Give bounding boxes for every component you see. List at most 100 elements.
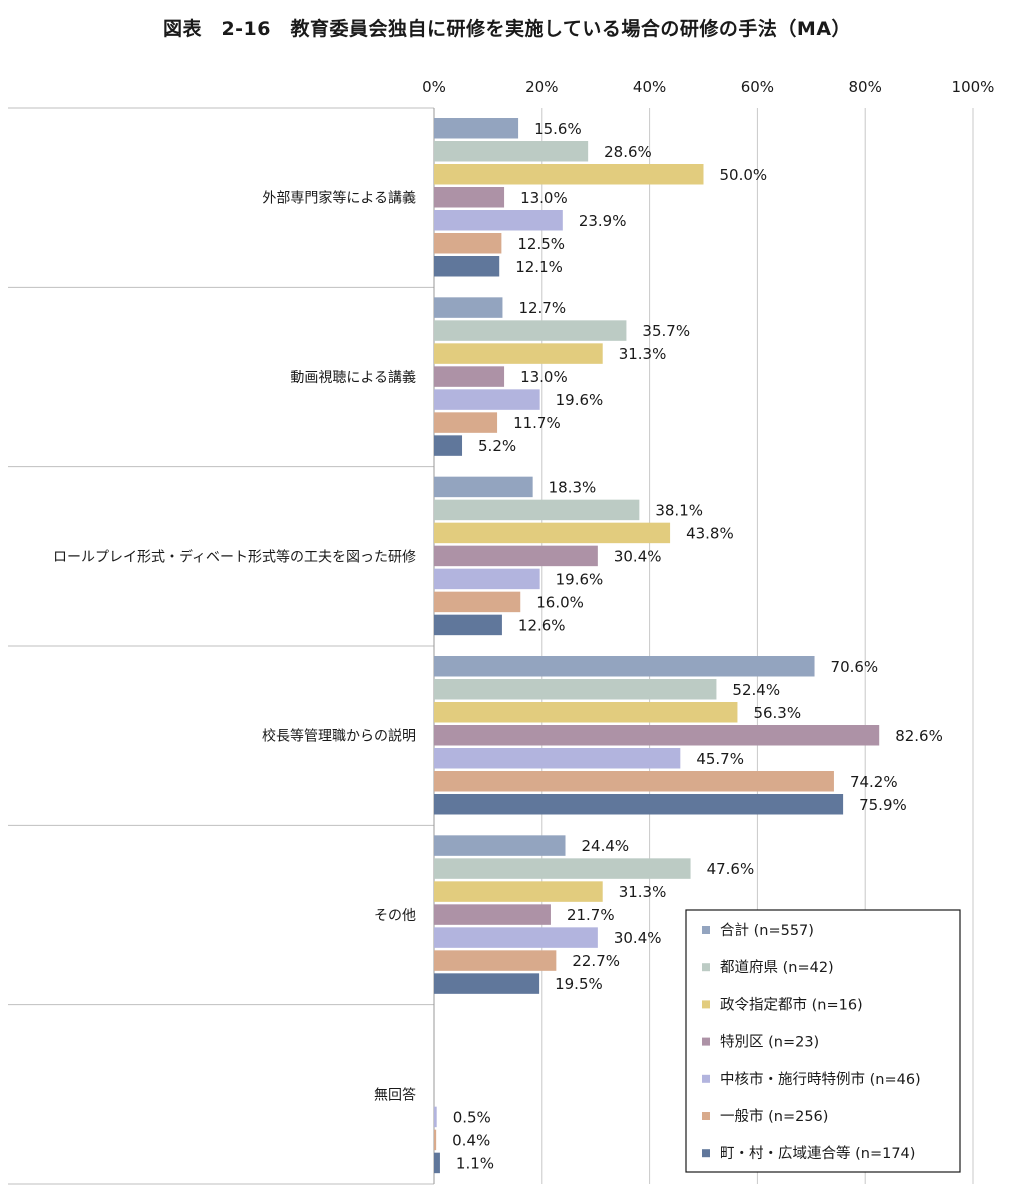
data-label: 19.6% [556, 391, 604, 409]
bar [434, 881, 603, 902]
bar [434, 187, 505, 208]
bar [434, 1152, 440, 1174]
bar [434, 522, 671, 544]
category-label: 外部専門家等による講義 [262, 190, 416, 207]
bar [434, 568, 540, 590]
bar [434, 164, 704, 185]
data-label: 52.4% [732, 681, 780, 699]
data-label: 82.6% [895, 727, 943, 745]
bar [434, 858, 691, 879]
legend-label: 都道府県 (n=42) [720, 959, 834, 976]
bar [434, 904, 551, 925]
category-label: その他 [374, 908, 416, 924]
data-label: 13.0% [520, 189, 568, 207]
data-label: 21.7% [567, 906, 615, 924]
bar [434, 794, 844, 815]
data-label: 12.7% [518, 299, 566, 317]
x-tick-label: 60% [741, 78, 774, 96]
bar [434, 141, 589, 162]
bar [434, 476, 533, 498]
x-tick-label: 80% [849, 78, 882, 96]
data-label: 12.1% [515, 258, 563, 276]
data-label: 30.4% [614, 547, 662, 565]
data-label: 18.3% [549, 478, 597, 496]
bar [434, 950, 557, 971]
data-label: 56.3% [753, 704, 801, 722]
legend: 合計 (n=557) 都道府県 (n=42) 政令指定都市 (n=16) 特別区 (n… [685, 909, 961, 1173]
bar [434, 656, 815, 677]
legend-swatch [702, 1037, 710, 1046]
data-label: 43.8% [686, 524, 734, 542]
bar [434, 435, 463, 456]
chart-title: 図表 2-16 教育委員会独自に研修を実施している場合の研修の手法（MA） [162, 18, 852, 40]
legend-label: 特別区 (n=23) [720, 1034, 819, 1051]
x-tick-label: 100% [952, 78, 995, 96]
bar [434, 973, 540, 994]
legend-swatch [702, 926, 710, 934]
data-label: 24.4% [582, 837, 630, 855]
bar [434, 366, 505, 387]
data-label: 19.6% [556, 570, 604, 588]
legend-swatch [702, 1074, 710, 1083]
x-tick-label: 0% [422, 78, 446, 96]
data-label: 5.2% [478, 437, 516, 455]
data-label: 74.2% [850, 773, 898, 791]
data-label: 16.0% [536, 593, 584, 611]
bar [434, 679, 717, 700]
bar [434, 297, 503, 318]
legend-label: 中核市・施行時特例市 (n=46) [720, 1071, 921, 1088]
data-label: 31.3% [619, 345, 667, 363]
bar [434, 389, 540, 410]
data-label: 38.1% [655, 501, 703, 519]
data-label: 50.0% [720, 166, 768, 184]
data-label: 19.5% [555, 975, 603, 993]
bar [434, 233, 502, 254]
data-label: 70.6% [831, 658, 879, 676]
bar [434, 320, 627, 341]
data-label: 12.5% [517, 235, 565, 253]
data-label: 31.3% [619, 883, 667, 901]
data-label: 13.0% [520, 368, 568, 386]
x-tick-label: 40% [633, 78, 666, 96]
data-label: 12.6% [518, 616, 566, 634]
bar [434, 771, 834, 792]
bar [434, 210, 563, 231]
bar [434, 343, 603, 364]
data-label: 28.6% [604, 143, 652, 161]
data-label: 35.7% [642, 322, 690, 340]
legend-swatch [702, 1112, 710, 1120]
bar [434, 702, 738, 723]
labels-layer: 0% 20% 40% 60% 80% 100% 外部専門家等による講義動画視聴による講義ロー… [53, 78, 994, 1172]
data-label: 0.4% [452, 1131, 490, 1149]
data-label: 30.4% [614, 929, 662, 947]
data-label: 0.5% [453, 1108, 491, 1126]
data-label: 23.9% [579, 212, 627, 230]
bar [434, 835, 566, 856]
category-label: 動画視聴による講義 [290, 369, 416, 386]
data-label: 22.7% [572, 952, 620, 970]
bar [434, 927, 598, 948]
category-label: 校長等管理職からの説明 [262, 728, 416, 745]
bar [434, 412, 498, 433]
bar [434, 1129, 437, 1151]
legend-swatch [702, 963, 710, 972]
data-label: 11.7% [513, 414, 561, 432]
legend-label: 合計 (n=557) [720, 922, 814, 939]
bar [434, 545, 598, 567]
x-tick-label: 20% [525, 78, 558, 96]
legend-label: 一般市 (n=256) [720, 1108, 828, 1125]
legend-swatch [702, 1000, 710, 1009]
category-label: 無回答 [374, 1086, 416, 1103]
legend-swatch [702, 1149, 710, 1158]
bar [434, 725, 880, 746]
data-label: 1.1% [456, 1154, 494, 1172]
data-label: 45.7% [696, 750, 744, 768]
bar [434, 1106, 437, 1128]
data-label: 15.6% [534, 120, 582, 138]
bar [434, 748, 681, 769]
bars-layer [434, 118, 880, 1174]
data-label: 75.9% [859, 796, 907, 814]
legend-box [685, 909, 961, 1173]
bar [434, 256, 500, 277]
